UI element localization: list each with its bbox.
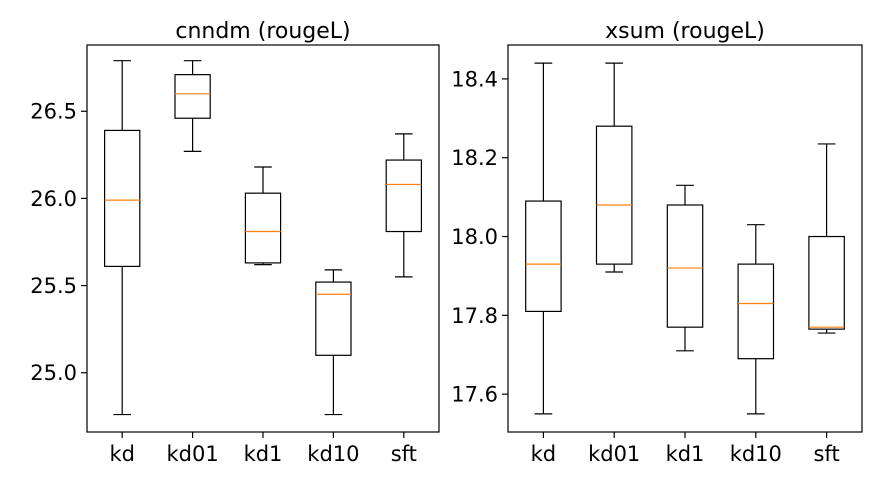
- y-tick-label: 18.0: [451, 225, 498, 249]
- x-tick-label: kd10: [307, 442, 359, 466]
- box-kd1: [244, 166, 282, 266]
- box-iqr: [737, 263, 775, 360]
- box-kd10: [315, 269, 352, 416]
- x-tick-label: kd: [531, 442, 557, 466]
- box-kd10: [737, 224, 775, 415]
- y-tick-label: 25.0: [30, 361, 77, 385]
- y-tick-label: 17.6: [451, 383, 498, 407]
- y-tick-label: 18.2: [451, 146, 498, 170]
- box-iqr: [103, 129, 141, 267]
- box-iqr: [595, 125, 633, 265]
- box-sft: [808, 143, 845, 334]
- x-tick-label: kd01: [166, 442, 218, 466]
- box-iqr: [315, 281, 352, 356]
- box-kd01: [595, 62, 633, 273]
- chart-title: xsum (rougeL): [605, 19, 765, 44]
- y-tick-label: 25.5: [30, 274, 77, 298]
- x-tick-label: kd01: [588, 442, 640, 466]
- axes-frame: [86, 44, 440, 433]
- box-iqr: [808, 235, 845, 330]
- x-tick-label: kd10: [730, 442, 782, 466]
- box-iqr: [174, 74, 211, 119]
- y-tick-label: 26.5: [30, 100, 77, 124]
- box-kd: [525, 62, 562, 415]
- box-iqr: [666, 204, 704, 328]
- axes-frame: [507, 44, 863, 433]
- box-iqr: [525, 200, 562, 313]
- x-tick-label: kd: [109, 442, 135, 466]
- x-tick-label: sft: [391, 442, 417, 466]
- box-kd: [103, 60, 141, 416]
- box-iqr: [385, 159, 423, 233]
- chart-cnndm: cnndm (rougeL) 25.0 25.5 26.0 26.5 kd kd01 kd1…: [30, 19, 440, 466]
- x-tick-label: sft: [813, 442, 839, 466]
- x-tick-label: kd1: [666, 442, 705, 466]
- box-kd1: [666, 184, 704, 352]
- chart-title: cnndm (rougeL): [175, 19, 350, 44]
- chart-xsum: xsum (rougeL) 17.6 17.8 18.0 18.2 18.4 kd kd01…: [451, 19, 863, 466]
- y-tick-label: 17.8: [451, 304, 498, 328]
- y-tick-label: 18.4: [451, 67, 498, 91]
- box-sft: [385, 133, 423, 278]
- y-tick-label: 26.0: [30, 187, 77, 211]
- box-iqr: [244, 192, 282, 264]
- x-tick-label: kd1: [244, 442, 283, 466]
- box-kd01: [174, 60, 211, 152]
